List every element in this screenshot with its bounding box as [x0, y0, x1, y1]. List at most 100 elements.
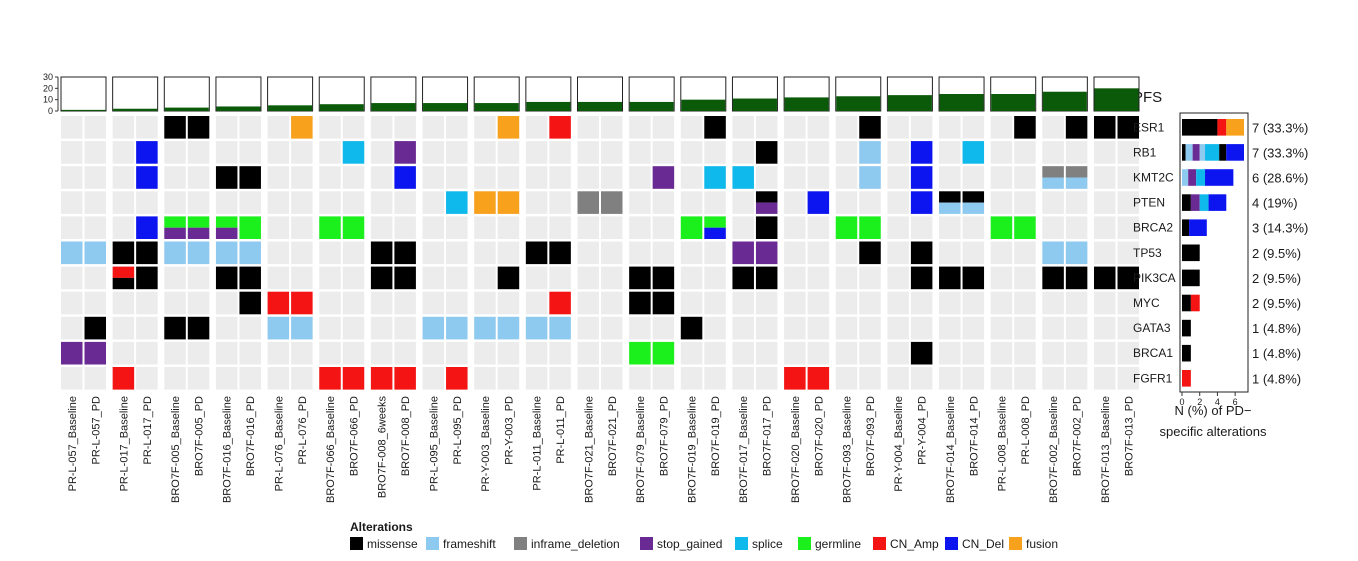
alteration-cell-missense — [394, 266, 416, 290]
alteration-cell-missense — [370, 241, 393, 265]
empty-cell — [239, 341, 261, 365]
pfs-bar — [216, 106, 261, 111]
empty-cell — [1094, 216, 1116, 239]
empty-cell — [601, 266, 623, 290]
empty-cell — [962, 341, 985, 365]
empty-cell — [370, 116, 393, 139]
empty-cell — [910, 216, 933, 239]
empty-cell — [755, 316, 778, 340]
empty-cell — [652, 116, 675, 139]
sample-label: BRO7F-014_PD — [968, 396, 980, 476]
empty-cell — [887, 191, 909, 214]
alteration-cell-missense — [732, 266, 754, 290]
empty-cell — [835, 316, 858, 340]
empty-cell — [267, 116, 290, 139]
empty-cell — [1117, 316, 1139, 340]
empty-cell — [342, 316, 365, 340]
alteration-cell-CN_Amp — [319, 367, 341, 390]
alteration-cell-missense — [1094, 116, 1116, 139]
empty-cell — [525, 367, 548, 390]
empty-cell — [61, 291, 83, 315]
alteration-cell-CN_Amp — [549, 116, 571, 139]
empty-cell — [61, 166, 83, 189]
empty-cell — [319, 291, 341, 315]
pfs-box — [163, 76, 210, 112]
pfs-bar — [939, 94, 984, 111]
empty-cell — [291, 241, 313, 265]
legend-swatch-stop_gained — [640, 537, 653, 550]
empty-cell — [732, 291, 754, 315]
alteration-cell-germline — [164, 216, 186, 228]
empty-cell — [577, 266, 599, 290]
sample-label: BRO7F-021_Baseline — [583, 396, 595, 503]
alteration-cell-germline — [187, 216, 210, 228]
empty-cell — [215, 291, 238, 315]
pfs-bar — [887, 95, 932, 111]
empty-cell — [136, 367, 158, 390]
empty-cell — [577, 216, 599, 239]
sample-label: BRO7F-002_PD — [1072, 396, 1084, 476]
bar-axis-label-line1: N (%) of PD− — [1175, 403, 1252, 418]
empty-cell — [446, 241, 468, 265]
empty-cell — [84, 266, 106, 290]
empty-cell — [549, 266, 571, 290]
gene-label: KMT2C — [1133, 171, 1174, 185]
empty-cell — [680, 241, 703, 265]
alteration-cell-inframe_deletion — [601, 191, 623, 214]
alteration-cell-missense — [239, 166, 261, 189]
pfs-bar — [423, 103, 468, 111]
empty-cell — [187, 191, 210, 214]
gene-labels: ESR1 RB1 KMT2C PTEN BRCA2 TP53 PIK3CA MYC GATA3 B… — [1133, 120, 1176, 385]
empty-cell — [446, 266, 468, 290]
empty-cell — [1042, 367, 1064, 390]
empty-cell — [835, 367, 858, 390]
empty-cell — [187, 141, 210, 164]
alteration-cell-splice — [704, 166, 726, 189]
empty-cell — [112, 216, 135, 239]
pd-bar-segment-CN_Amp — [1190, 294, 1200, 312]
empty-cell — [990, 166, 1013, 189]
alteration-cell-missense — [755, 266, 778, 290]
alteration-cell-germline — [215, 216, 238, 228]
empty-cell — [859, 316, 881, 340]
empty-cell — [887, 316, 909, 340]
pfs-bar — [681, 99, 726, 111]
empty-cell — [342, 241, 365, 265]
empty-cell — [652, 241, 675, 265]
empty-cell — [267, 191, 290, 214]
empty-cell — [784, 341, 806, 365]
empty-cell — [629, 316, 651, 340]
empty-cell — [84, 141, 106, 164]
empty-cell — [1094, 291, 1116, 315]
empty-cell — [136, 316, 158, 340]
pfs-bar — [164, 107, 209, 111]
empty-cell — [446, 291, 468, 315]
alteration-cell-missense — [755, 216, 778, 239]
sample-label: PR-L-057_PD — [90, 396, 102, 465]
alteration-cell-germline — [859, 216, 881, 239]
pd-count-label: 2 (9.5%) — [1252, 246, 1301, 261]
bar-tick-label: 4 — [1215, 397, 1220, 407]
alteration-cell-frameshift — [239, 241, 261, 265]
pd-bar-segment-stop_gained — [1192, 144, 1200, 161]
sample-label: BRO7F-020_Baseline — [790, 396, 802, 503]
alteration-cell-missense — [1042, 266, 1064, 290]
alteration-cell-germline — [835, 216, 858, 239]
alteration-cell-missense — [1094, 266, 1116, 290]
empty-cell — [680, 291, 703, 315]
alteration-cell-frameshift — [84, 241, 106, 265]
empty-cell — [577, 166, 599, 189]
empty-cell — [962, 316, 985, 340]
empty-cell — [962, 216, 985, 239]
empty-cell — [422, 341, 445, 365]
empty-cell — [394, 341, 416, 365]
empty-cell — [112, 141, 135, 164]
pd-bar-segment-frameshift — [1182, 169, 1189, 186]
empty-cell — [342, 291, 365, 315]
legend-label: stop_gained — [657, 537, 722, 551]
alteration-cell-stop_gained — [755, 241, 778, 265]
pfs-panel: PFS — [60, 76, 1162, 112]
empty-cell — [1014, 266, 1036, 290]
bar-axis-label-line2: specific alterations — [1160, 424, 1267, 439]
pd-bar-segment-missense — [1182, 219, 1190, 236]
